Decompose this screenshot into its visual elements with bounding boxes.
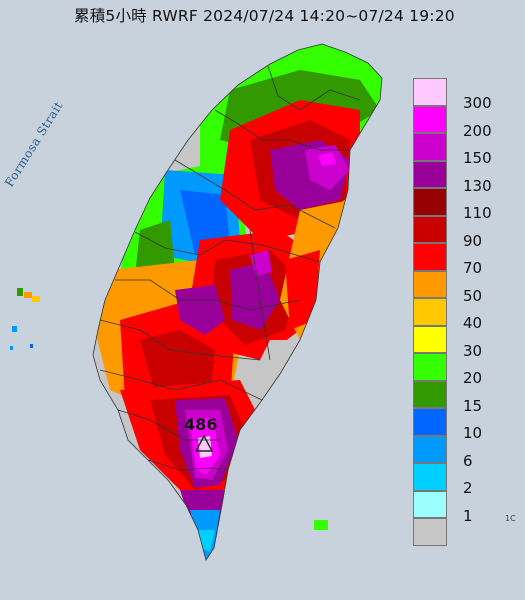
legend-row: 70: [413, 243, 521, 277]
rainfall-legend: 300 200 150 130 110 90 70 50 40 30 20 15 10 6 2 1: [413, 78, 521, 546]
legend-swatch: [413, 215, 447, 243]
map-title: 累積5小時 RWRF 2024/07/24 14:20~07/24 19:20: [74, 7, 455, 25]
legend-swatch: [413, 518, 447, 546]
county-boundaries: [92, 43, 383, 561]
legend-row: 150: [413, 133, 521, 167]
legend-row: 2: [413, 463, 521, 497]
legend-swatch: [413, 298, 447, 326]
legend-row: 10: [413, 408, 521, 442]
legend-label: 150: [463, 149, 492, 167]
legend-label: 110: [463, 204, 492, 222]
legend-label: 2: [463, 479, 473, 497]
legend-label: 200: [463, 121, 492, 140]
legend-row: 30: [413, 325, 521, 360]
taiwan-island: [92, 43, 383, 561]
legend-swatch: [413, 270, 447, 298]
legend-swatch: [413, 188, 447, 216]
legend-label: 130: [463, 176, 492, 195]
edge-text: 1C: [505, 514, 516, 523]
legend-swatch: [413, 160, 447, 188]
legend-row: 6: [413, 435, 521, 470]
legend-swatch: [413, 78, 447, 106]
legend-row: 50: [413, 270, 521, 305]
legend-label: 6: [463, 451, 473, 470]
rainfall-fields: [95, 44, 382, 560]
legend-swatch: [413, 408, 447, 436]
offshore-islets: [10, 288, 328, 530]
legend-row: 40: [413, 298, 521, 332]
legend-swatch: [413, 325, 447, 353]
legend-row: [413, 518, 521, 546]
legend-row: 130: [413, 160, 521, 195]
legend-label: 90: [463, 231, 483, 250]
legend-row: 15: [413, 380, 521, 415]
legend-swatch: [413, 463, 447, 491]
legend-row: 90: [413, 215, 521, 250]
legend-label: 10: [463, 424, 483, 442]
legend-label: 20: [463, 369, 483, 387]
legend-label: 300: [463, 94, 492, 112]
legend-swatch: [413, 380, 447, 408]
legend-label: 1: [463, 506, 473, 525]
legend-label: 30: [463, 341, 483, 360]
legend-row: 200: [413, 105, 521, 140]
legend-label: 70: [463, 259, 483, 277]
legend-swatch: [413, 353, 447, 381]
legend-label: 40: [463, 314, 483, 332]
legend-label: 15: [463, 396, 483, 415]
legend-row: 110: [413, 188, 521, 222]
legend-row: 1: [413, 490, 521, 525]
legend-row: 20: [413, 353, 521, 387]
legend-label: 50: [463, 286, 483, 305]
legend-swatch: [413, 243, 447, 271]
legend-swatch: [413, 105, 447, 133]
triangle-icon: [194, 434, 214, 452]
legend-swatch: [413, 133, 447, 161]
legend-swatch: [413, 490, 447, 518]
legend-swatch: [413, 435, 447, 463]
legend-row: 300: [413, 78, 521, 112]
max-rainfall-label: 486: [184, 415, 218, 434]
